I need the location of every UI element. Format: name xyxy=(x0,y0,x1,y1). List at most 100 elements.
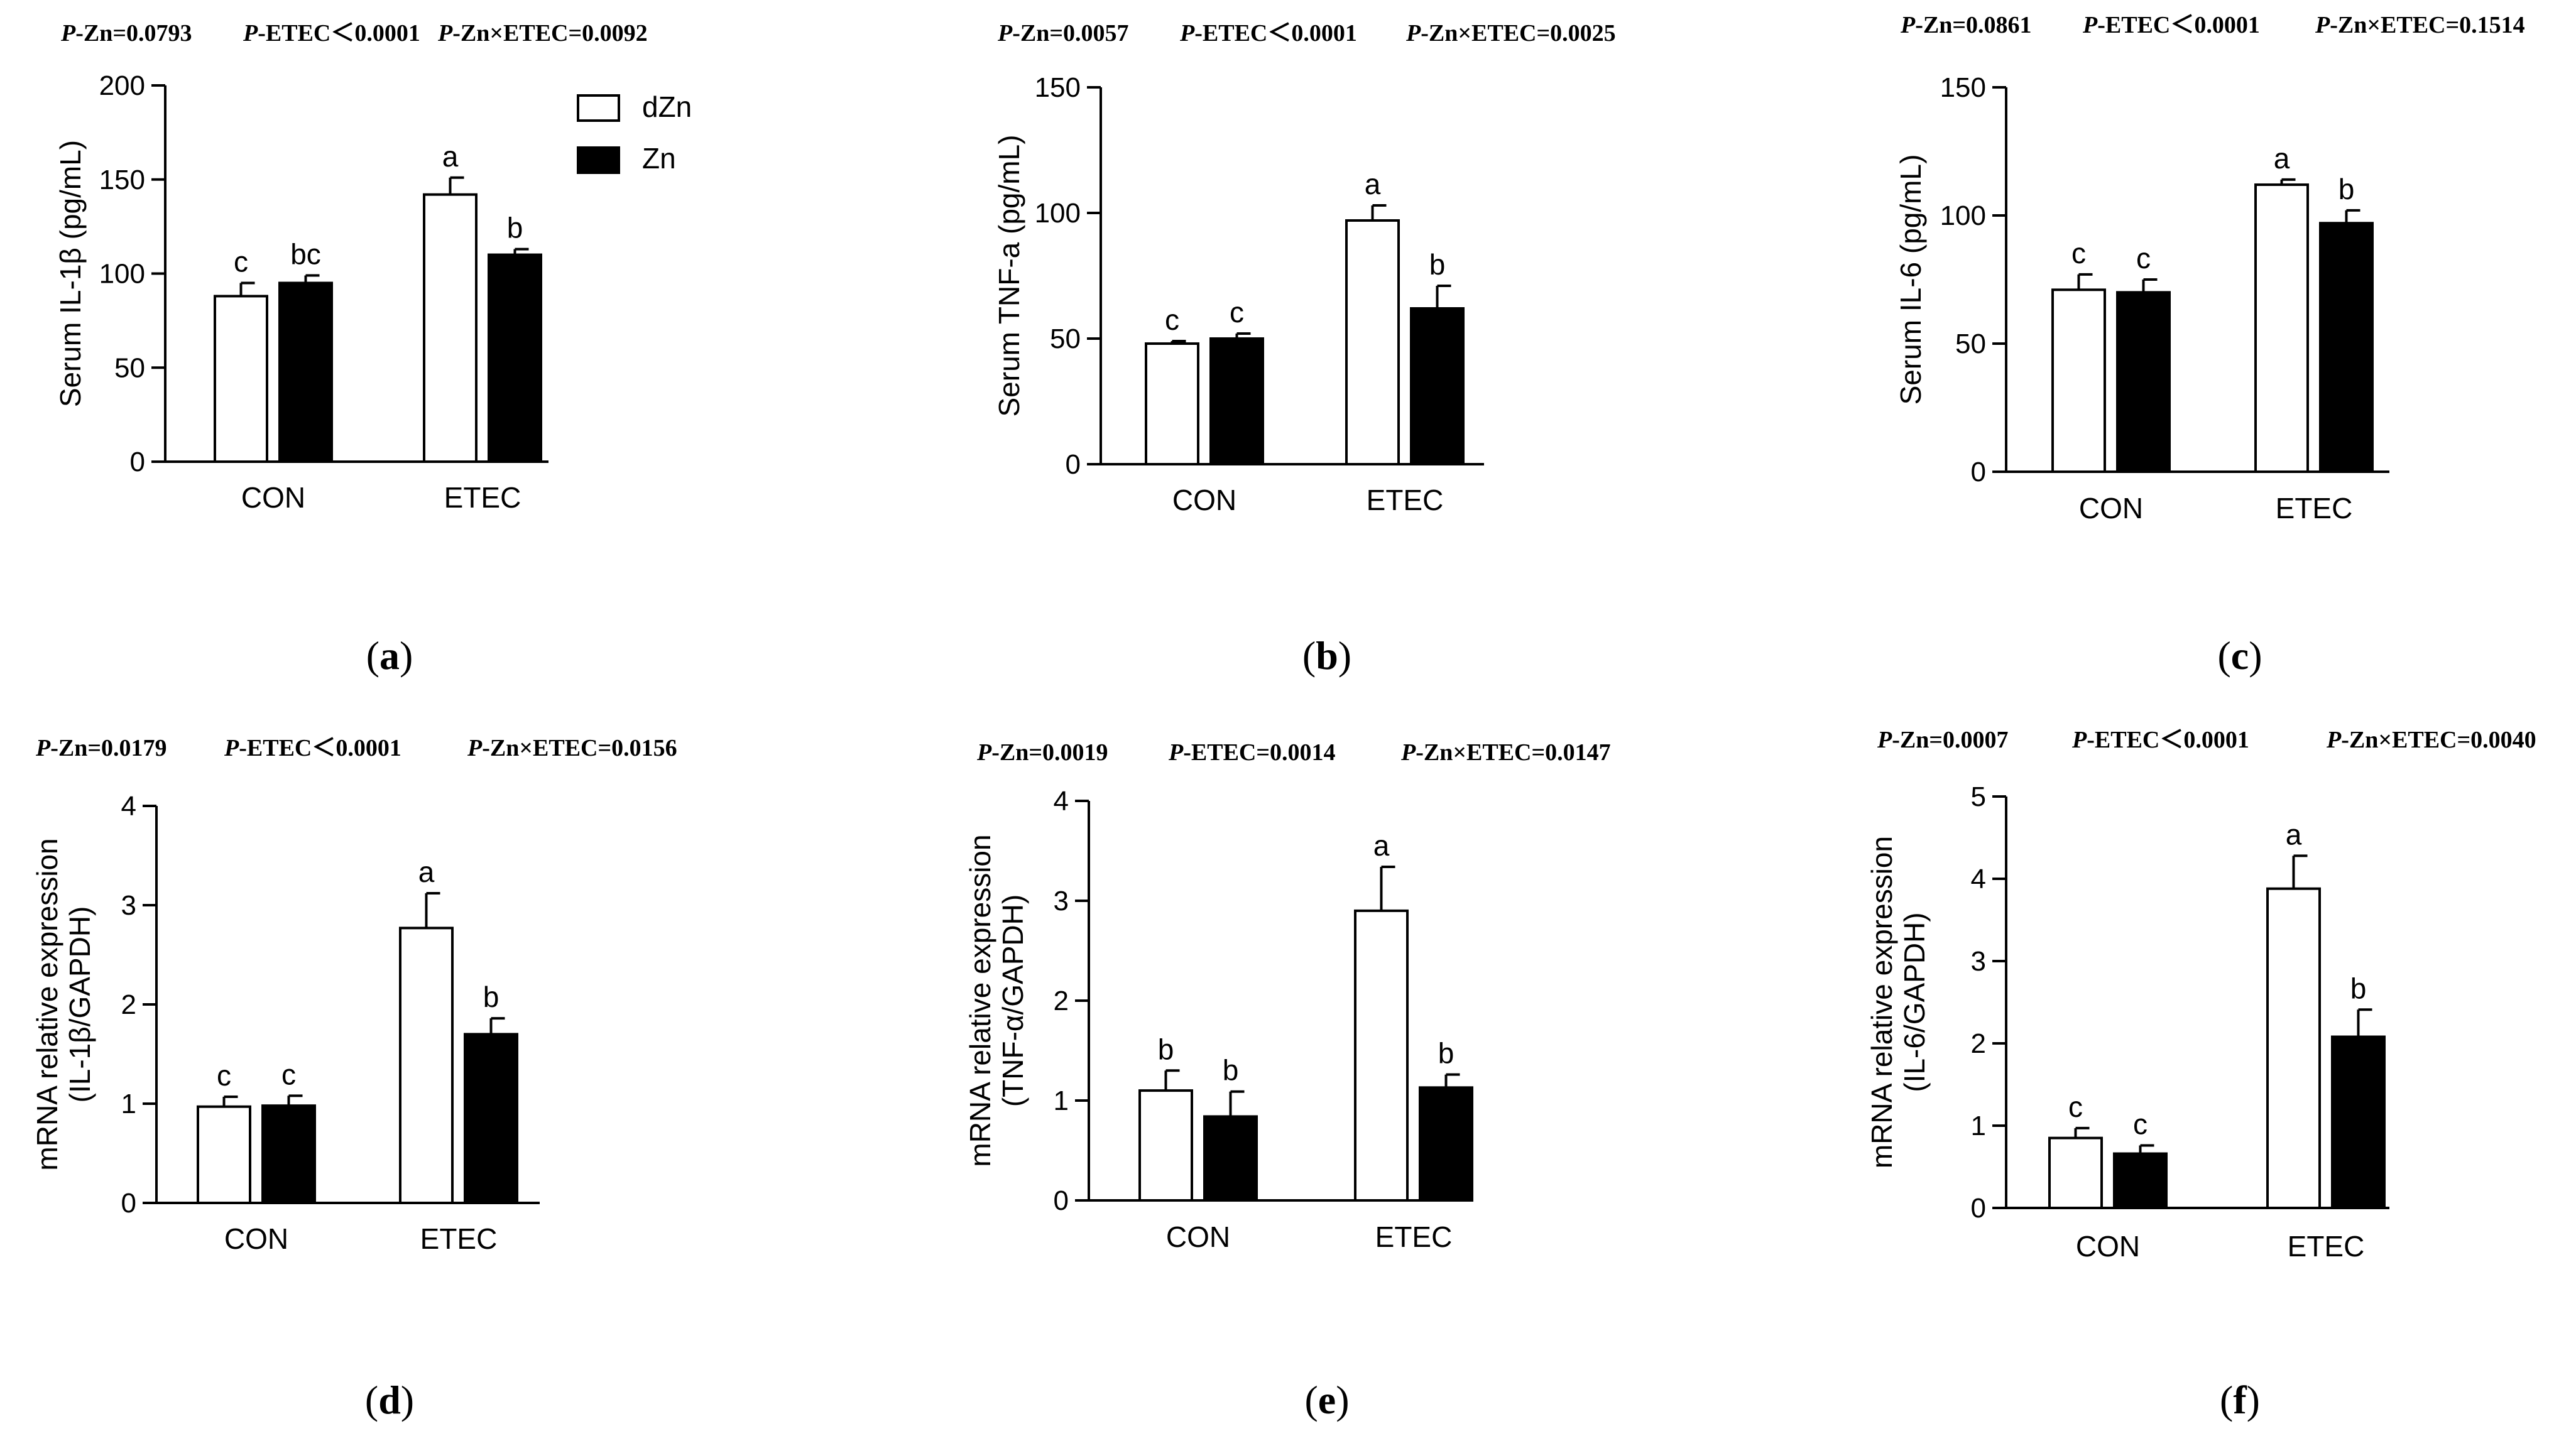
panel-label: (a) xyxy=(366,633,413,678)
y-tick-label: 4 xyxy=(1054,786,1069,817)
significance-letter: b xyxy=(2350,972,2367,1004)
bar-dzn-con xyxy=(214,295,268,463)
chart-panel-a: P-Zn=0.0793 P-ETEC＜0.0001 P-Zn×ETEC=0.0092… xyxy=(54,20,648,678)
x-category-label: ETEC xyxy=(444,481,521,514)
y-tick-label: 3 xyxy=(1971,946,1986,977)
significance-letter: c xyxy=(2071,237,2086,269)
chart-panel-f: P-Zn=0.0007 P-ETEC＜0.0001 P-Zn×ETEC=0.0040… xyxy=(1865,727,2536,1422)
bar-zn-etec xyxy=(1410,307,1465,465)
significance-letter: c xyxy=(2136,242,2151,275)
y-tick-label: 150 xyxy=(1035,72,1081,103)
significance-letter: a xyxy=(2286,818,2302,851)
x-category-label: CON xyxy=(241,481,305,514)
y-tick-label: 1 xyxy=(1971,1111,1986,1141)
significance-letter: c xyxy=(1230,296,1244,329)
significance-letter: a xyxy=(2274,142,2290,175)
bar-dzn-etec xyxy=(1354,909,1409,1202)
significance-letter: a xyxy=(1365,168,1381,200)
stats-pvalue-2: P-Zn×ETEC=0.0025 xyxy=(1405,20,1616,46)
significance-letter: c xyxy=(281,1058,296,1090)
significance-letter: a xyxy=(418,856,435,888)
x-category-label: CON xyxy=(2079,492,2143,525)
y-axis-label: mRNA relative expression(IL-1β/GAPDH) xyxy=(31,838,96,1170)
y-tick-label: 1 xyxy=(121,1089,136,1119)
y-axis-label: mRNA relative expression(IL-6/GAPDH) xyxy=(1865,836,1931,1168)
chart-panel-b: P-Zn=0.0057 P-ETEC＜0.0001 P-Zn×ETEC=0.0025… xyxy=(993,20,1616,678)
significance-letter: c xyxy=(1165,303,1179,336)
panel-label: (b) xyxy=(1302,633,1351,678)
significance-letter: a xyxy=(1373,829,1390,862)
panel-label: (c) xyxy=(2217,633,2262,678)
y-tick-label: 200 xyxy=(99,70,145,101)
significance-letter: c xyxy=(2068,1090,2083,1123)
x-category-label: CON xyxy=(224,1222,288,1255)
x-category-label: CON xyxy=(1172,484,1236,516)
bar-dzn-con xyxy=(1145,342,1199,465)
legend-label-dzn: dZn xyxy=(642,90,692,123)
y-tick-label: 0 xyxy=(1971,1193,1986,1224)
y-tick-label: 50 xyxy=(1050,324,1081,354)
bar-zn-con xyxy=(261,1104,316,1205)
x-category-label: CON xyxy=(2076,1230,2140,1263)
bar-zn-con xyxy=(2116,291,2171,473)
y-tick-label: 100 xyxy=(1035,198,1081,229)
y-tick-label: 3 xyxy=(1054,886,1069,916)
y-tick-label: 2 xyxy=(1971,1028,1986,1059)
bar-dzn-con xyxy=(1138,1089,1193,1202)
panel-label: (f) xyxy=(2220,1378,2260,1422)
y-tick-label: 5 xyxy=(1971,781,1986,812)
stats-pvalue-1: P-ETEC=0.0014 xyxy=(1168,739,1336,766)
y-tick-label: 100 xyxy=(99,259,145,290)
significance-letter: b xyxy=(2339,173,2355,205)
stats-pvalue-1: P-ETEC＜0.0001 xyxy=(1179,20,1357,46)
legend-swatch-dzn xyxy=(577,94,620,122)
bar-zn-etec xyxy=(2331,1035,2386,1210)
significance-letter: b xyxy=(1429,248,1446,281)
significance-letter: b xyxy=(1158,1033,1174,1065)
x-category-label: CON xyxy=(1166,1221,1230,1253)
significance-letter: b xyxy=(1223,1054,1239,1087)
bar-zn-etec xyxy=(488,253,542,463)
legend-swatch-zn xyxy=(577,146,620,174)
chart-panel-d: P-Zn=0.0179 P-ETEC＜0.0001 P-Zn×ETEC=0.0156… xyxy=(31,735,677,1422)
significance-letter: a xyxy=(442,140,459,173)
bar-zn-etec xyxy=(2319,222,2374,473)
x-category-label: ETEC xyxy=(420,1222,498,1255)
bar-dzn-con xyxy=(2051,288,2106,473)
panel-label: (e) xyxy=(1304,1378,1349,1422)
panel-label: (d) xyxy=(365,1378,414,1422)
y-tick-label: 0 xyxy=(1066,449,1081,480)
bar-zn-etec xyxy=(1419,1086,1473,1202)
significance-letter: b xyxy=(1438,1037,1454,1070)
significance-letter: c xyxy=(234,245,248,278)
y-tick-label: 0 xyxy=(130,447,145,477)
stats-pvalue-1: P-ETEC＜0.0001 xyxy=(2071,727,2249,753)
x-category-label: ETEC xyxy=(1375,1221,1453,1253)
bar-dzn-etec xyxy=(423,193,478,463)
significance-letter: b xyxy=(483,981,499,1013)
legend-label-zn: Zn xyxy=(642,142,676,175)
bar-dzn-etec xyxy=(2266,887,2321,1209)
stats-pvalue-1: P-ETEC＜0.0001 xyxy=(2082,12,2260,38)
stats-pvalue-1: P-ETEC＜0.0001 xyxy=(224,735,401,761)
bar-zn-con xyxy=(2113,1152,2168,1210)
x-category-label: ETEC xyxy=(2276,492,2353,525)
stats-pvalue-2: P-Zn×ETEC=0.1514 xyxy=(2315,12,2525,38)
y-tick-label: 0 xyxy=(1971,457,1986,487)
bar-zn-con xyxy=(278,281,333,463)
significance-letter: b xyxy=(507,212,523,244)
stats-pvalue-2: P-Zn×ETEC=0.0156 xyxy=(467,735,677,761)
stats-pvalue-0: P-Zn=0.0179 xyxy=(35,735,167,761)
y-axis-label: Serum IL-6 (pg/mL) xyxy=(1894,155,1927,405)
legend: dZn Zn xyxy=(577,90,692,175)
bar-zn-con xyxy=(1209,337,1264,465)
chart-panel-c: P-Zn=0.0861 P-ETEC＜0.0001 P-Zn×ETEC=0.1514… xyxy=(1894,12,2525,678)
x-category-label: ETEC xyxy=(2288,1230,2365,1263)
y-tick-label: 50 xyxy=(1955,329,1986,359)
y-axis-label: mRNA relative expression(TNF-α/GAPDH) xyxy=(964,834,1029,1166)
bar-dzn-con xyxy=(2048,1136,2103,1210)
significance-letter: c xyxy=(2133,1107,2148,1140)
y-tick-label: 150 xyxy=(99,165,145,195)
stats-pvalue-0: P-Zn=0.0007 xyxy=(1877,727,2009,753)
